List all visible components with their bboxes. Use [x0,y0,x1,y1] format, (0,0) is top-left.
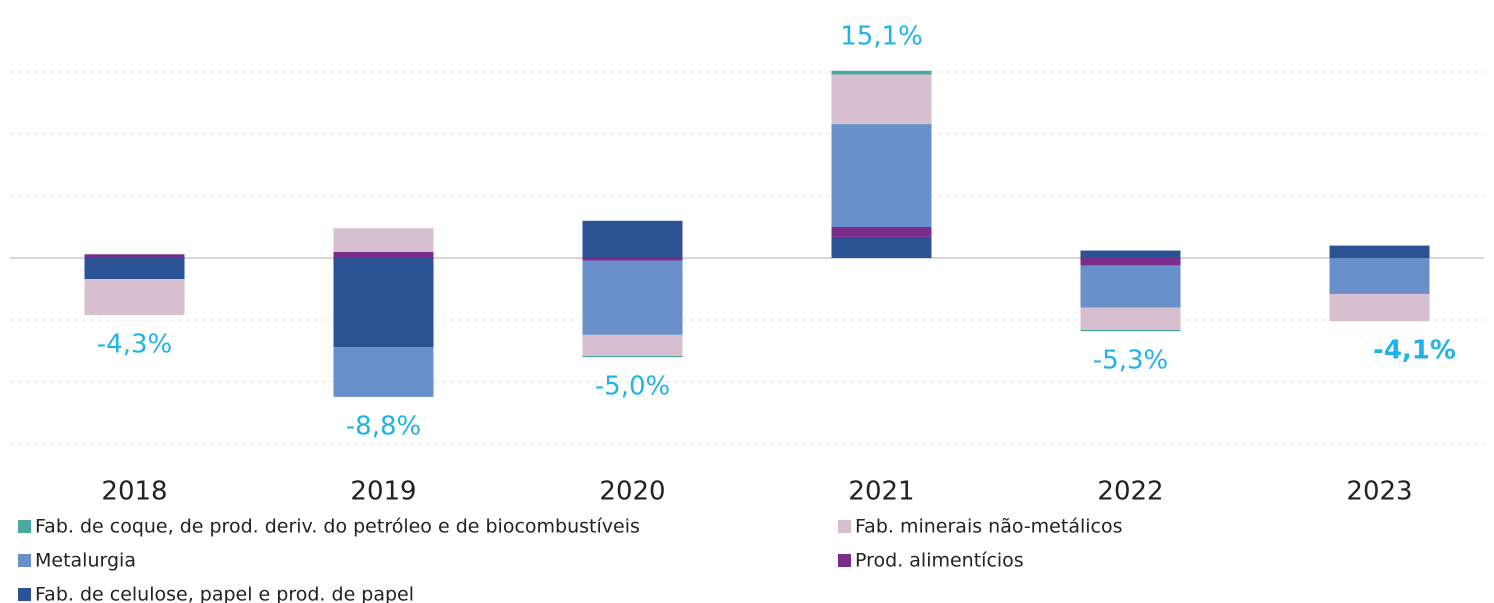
bar-segment [582,334,683,356]
bar-segment [1329,258,1430,294]
total-label: -5,3% [1093,346,1168,376]
legend-swatch [18,588,31,601]
legend-label: Metalurgia [35,550,136,572]
x-tick-label: 2019 [350,477,416,507]
bar-segment [831,236,932,258]
legend-label: Fab. de coque, de prod. deriv. do petról… [35,516,640,538]
legend-label: Fab. minerais não-metálicos [855,516,1123,538]
total-label: 15,1% [840,21,923,51]
x-tick-label: 2020 [599,477,665,507]
bar-segment [1329,245,1430,258]
x-tick-label: 2018 [101,477,167,507]
total-label: -4,1% [1373,336,1456,366]
legend-label: Fab. de celulose, papel e prod. de papel [35,584,414,603]
bar-segment [333,228,434,252]
x-tick-label: 2022 [1097,477,1163,507]
bar-segment [84,254,185,258]
bar-segment [1080,250,1181,258]
legend-swatch [838,520,851,533]
bar-segment [831,227,932,237]
x-tick-label: 2021 [848,477,914,507]
bar-segment [1080,265,1181,308]
bar-segment [1080,307,1181,330]
bar-segment [582,258,683,261]
x-tick-label: 2023 [1346,477,1412,507]
bar-segment [1080,329,1181,332]
bar-segment [582,355,683,358]
bar-segment [831,70,932,75]
bar-segment [333,251,434,258]
bar-segment [831,74,932,125]
legend-label: Prod. alimentícios [855,550,1024,572]
total-label: -8,8% [346,411,421,441]
bar-segment [1080,258,1181,266]
legend-swatch [18,520,31,533]
bar-segment [333,258,434,348]
bar-segment [582,220,683,258]
total-label: -4,3% [97,330,172,360]
bar-segment [1329,293,1430,322]
bar-segment [582,260,683,335]
total-label: -5,0% [595,372,670,402]
legend-swatch [838,554,851,567]
legend-swatch [18,554,31,567]
bar-segment [831,124,932,227]
bar-segment [333,347,434,397]
bar-segment [84,279,185,316]
bar-segment [84,258,185,280]
